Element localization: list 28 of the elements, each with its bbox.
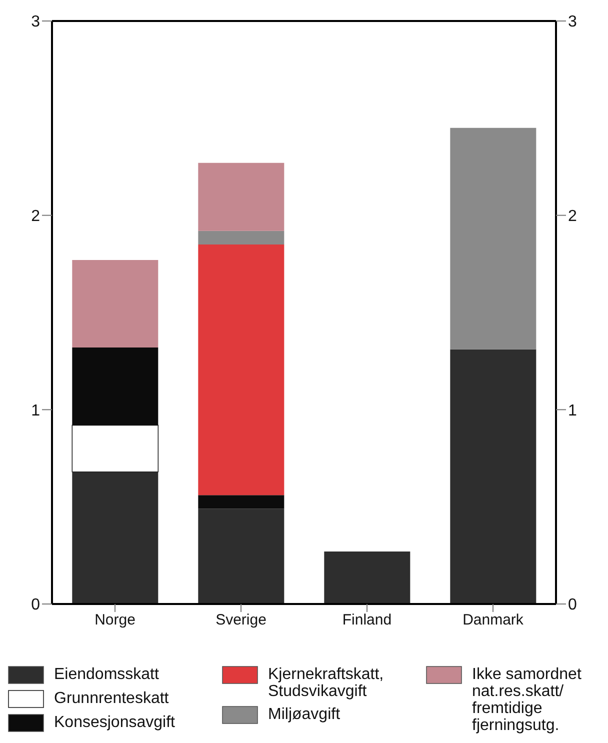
y-tick-label: 0: [31, 596, 40, 614]
x-tick-label: Finland: [342, 612, 392, 629]
y-tick-label: 1: [31, 402, 40, 420]
y2-tick-label: 1: [568, 402, 577, 420]
y2-tick-label: 3: [568, 14, 577, 31]
legend-label: Eiendomsskatt: [54, 666, 160, 683]
legend-label: Grunnrenteskatt: [54, 690, 170, 707]
bar: [324, 552, 410, 604]
x-tick-label: Norge: [94, 612, 136, 629]
bar: [198, 230, 284, 244]
bar: [198, 495, 284, 509]
bar: [450, 128, 536, 350]
x-tick-label: Sverige: [216, 612, 266, 629]
bar: [198, 162, 284, 231]
y2-tick-label: 2: [568, 208, 577, 226]
legend-label: Ikke samordnet nat.res.skatt/ fremtidige fjerningsutg.: [472, 666, 582, 734]
y2-tick-label: 0: [568, 596, 577, 614]
bar: [198, 508, 284, 604]
y-tick-label: 2: [31, 208, 40, 226]
x-tick-label: Danmark: [462, 612, 524, 629]
bar: [72, 347, 158, 426]
legend-label: Kjernekraftskatt, Studsvikavgift: [268, 666, 385, 700]
legend-label: Konsesjonsavgift: [54, 714, 176, 731]
y-tick-label: 3: [31, 14, 40, 31]
bar: [72, 260, 158, 348]
bar: [198, 244, 284, 496]
legend-label: Miljøavgift: [268, 706, 342, 723]
bar: [450, 349, 536, 604]
